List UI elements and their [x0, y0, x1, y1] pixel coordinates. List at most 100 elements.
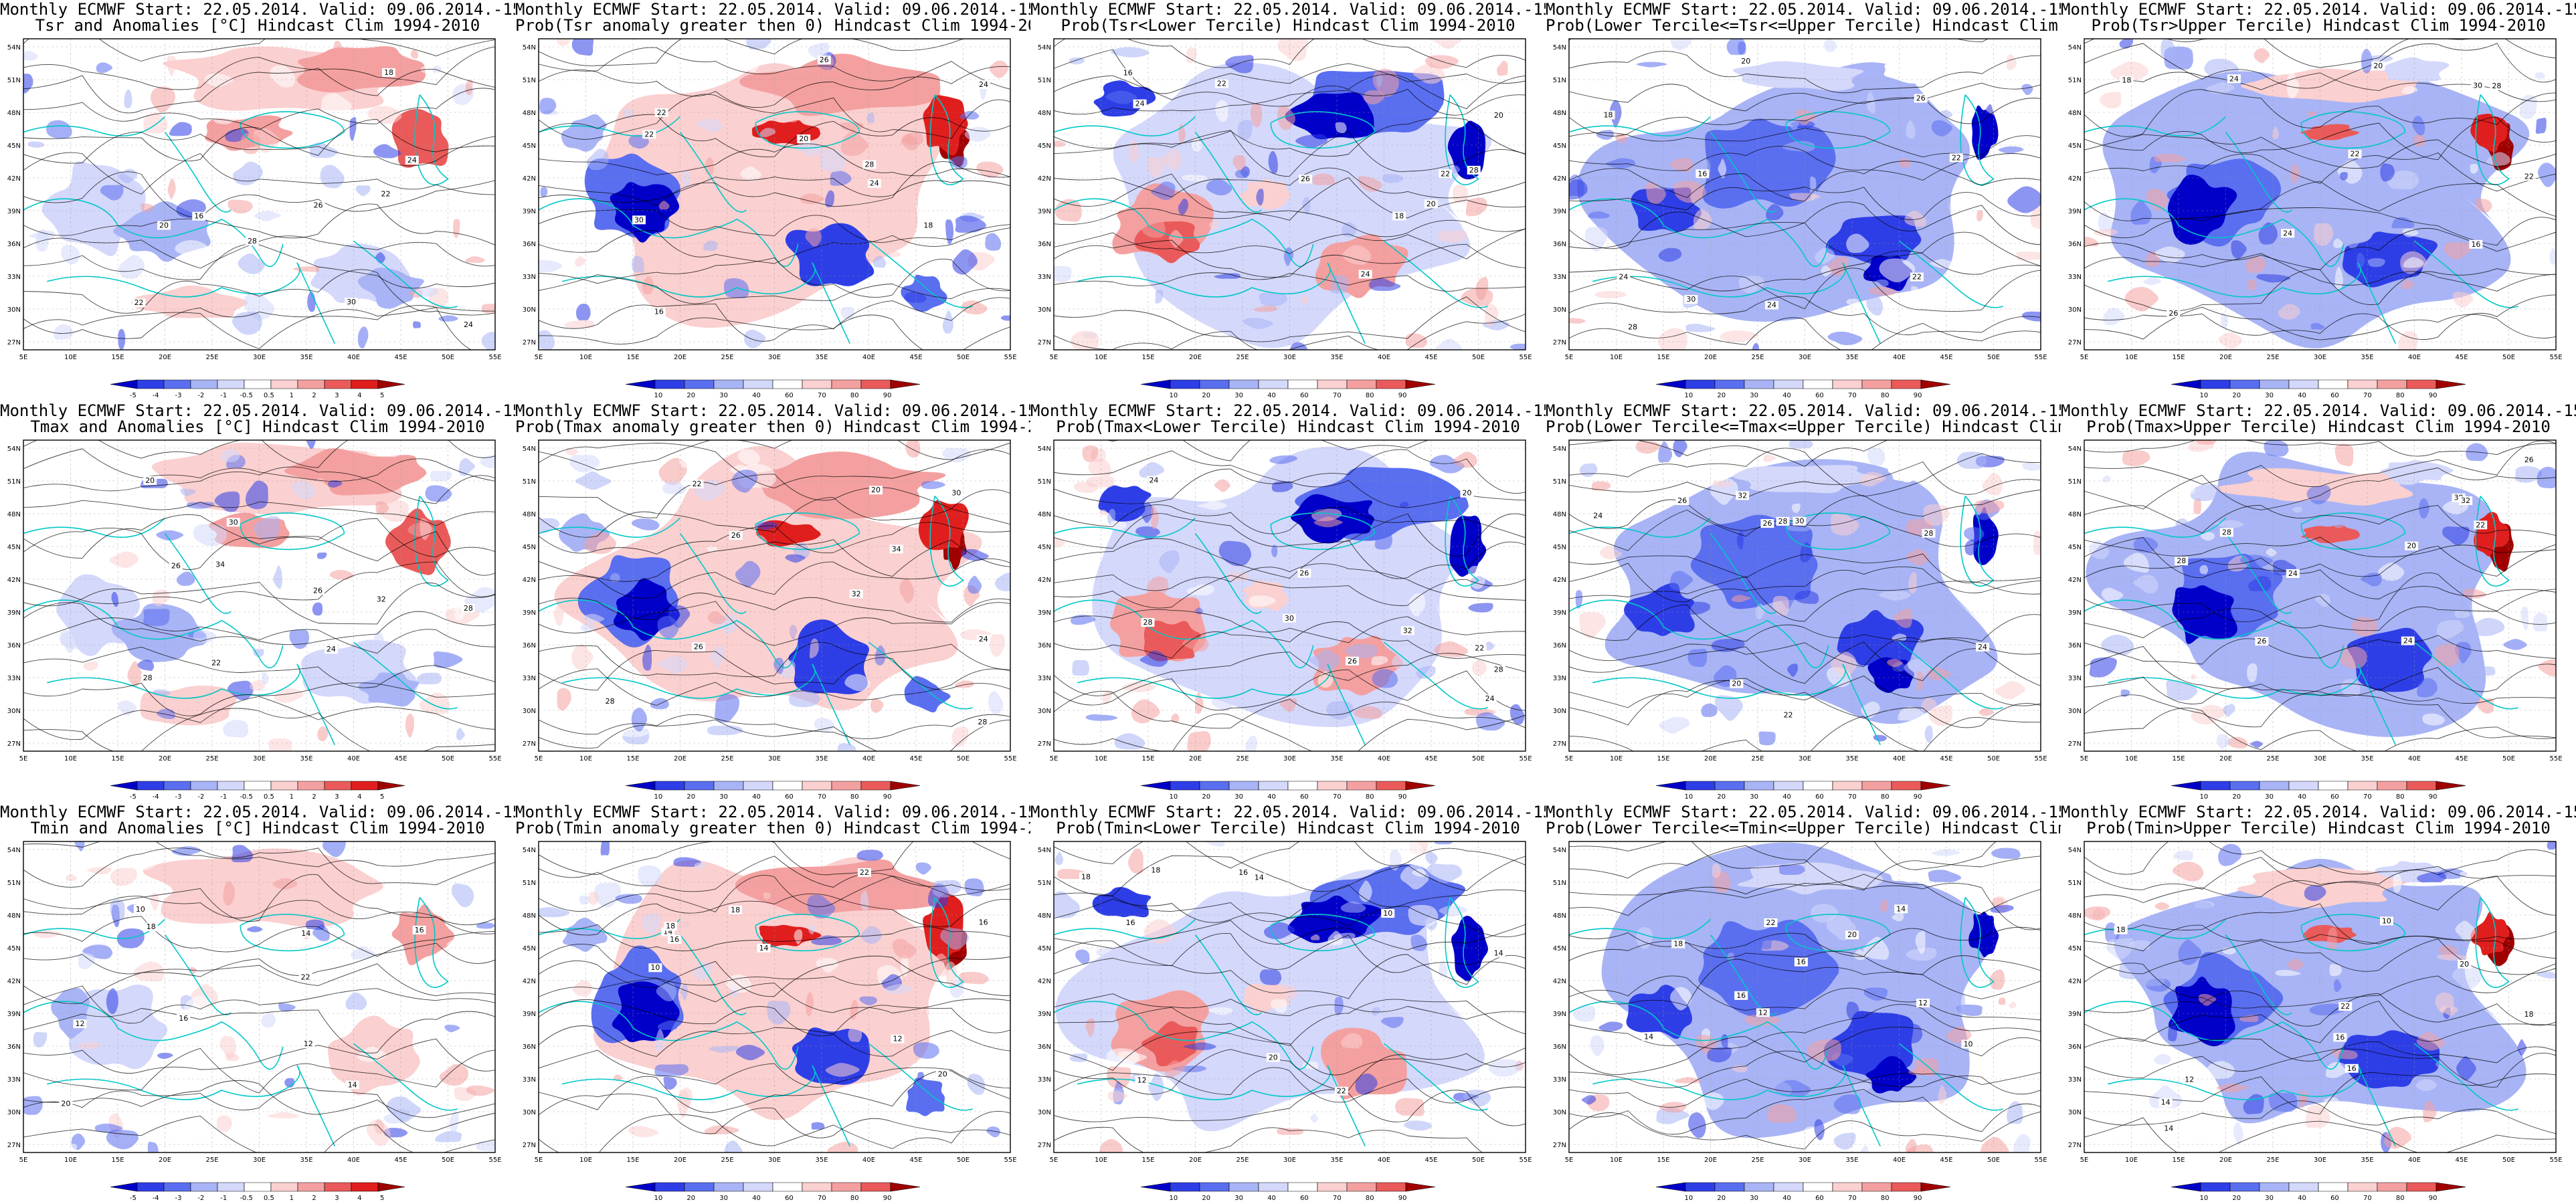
field-speckle: [1380, 1017, 1404, 1029]
colorbar-swatch: [1170, 379, 1200, 389]
field-speckle: [2339, 646, 2367, 669]
field-speckle: [932, 880, 963, 898]
field-speckle: [1791, 503, 1801, 514]
field-speckle: [2533, 613, 2548, 631]
contour-label: 26: [1677, 496, 1687, 505]
latitude-tick-label: 36N: [1038, 241, 1051, 248]
longitude-tick-label: 50E: [957, 1157, 970, 1164]
latitude-tick-label: 51N: [523, 478, 536, 486]
field-speckle: [476, 922, 495, 929]
longitude-tick-label: 20E: [2219, 1157, 2232, 1164]
field-speckle: [840, 130, 870, 157]
field-speckle: [111, 591, 119, 607]
coastline: [23, 517, 166, 538]
latitude-tick-label: 54N: [523, 445, 536, 453]
field-speckle: [2193, 498, 2201, 514]
colorbar-swatch: [2377, 379, 2407, 389]
field-speckle: [1069, 57, 1086, 65]
field-speckle: [2218, 332, 2243, 349]
field-speckle: [618, 728, 650, 737]
field-speckle: [1658, 328, 1687, 350]
contour-label: 14: [759, 944, 769, 952]
map-frame: [2084, 38, 2557, 350]
field-speckle: [2084, 1050, 2110, 1060]
field-speckle: [1600, 546, 1624, 560]
contour-label: 18: [147, 922, 156, 931]
field-speckle: [2154, 1054, 2171, 1065]
field-speckle: [2175, 518, 2192, 537]
field-speckle: [1256, 188, 1264, 206]
coastline: [539, 517, 681, 538]
colorbar-swatch: [2435, 379, 2466, 389]
colorbar-swatch: [654, 781, 685, 791]
contour-label: 22: [1475, 643, 1484, 652]
isotherm-contour: [23, 985, 495, 1024]
field-speckle: [901, 134, 919, 150]
longitude-tick-label: 20E: [2219, 755, 2232, 763]
field-speckle: [746, 39, 773, 49]
colorbar-tick-label: 30: [1234, 1195, 1243, 1202]
colorbar-tick-label: 70: [818, 793, 826, 801]
field-speckle: [1372, 1007, 1382, 1016]
field-region: [1449, 515, 1488, 577]
field-speckle: [1271, 999, 1287, 1013]
field-speckle: [600, 841, 610, 856]
field-speckle: [1206, 841, 1225, 847]
field-speckle: [2384, 1126, 2413, 1149]
isotherm-contour: [1054, 1126, 1483, 1152]
latitude-tick-label: 54N: [7, 445, 21, 453]
coastline: [2084, 116, 2227, 136]
panel-title-line1: Monthly ECMWF Start: 22.05.2014. Valid: …: [0, 401, 610, 420]
colorbar-tick-label: 20: [1202, 1195, 1210, 1202]
latitude-tick-label: 39N: [1038, 208, 1051, 215]
field-speckle: [267, 1112, 300, 1119]
contour-label: 32: [1738, 491, 1747, 500]
latitude-tick-label: 48N: [1553, 511, 1566, 518]
longitude-tick-label: 10E: [579, 755, 592, 763]
field-speckle: [2436, 954, 2470, 961]
latitude-tick-label: 51N: [523, 77, 536, 84]
field-speckle: [1163, 148, 1182, 171]
field-speckle: [678, 455, 701, 470]
field-speckle: [2033, 530, 2041, 555]
coastline: [240, 914, 345, 952]
field-speckle: [1898, 706, 1926, 721]
field-speckle: [961, 300, 989, 315]
longitude-tick-label: 30E: [768, 755, 781, 763]
longitude-tick-label: 50E: [1987, 755, 2000, 763]
field-speckle: [709, 1045, 743, 1053]
contour-label: 26: [1762, 519, 1772, 528]
field-speckle: [1727, 952, 1734, 961]
coastline: [353, 641, 458, 710]
longitude-tick-label: 40E: [347, 354, 360, 361]
colorbar-swatch: [684, 1182, 715, 1192]
longitude-tick-label: 55E: [2034, 1157, 2047, 1164]
longitude-tick-label: 15E: [111, 755, 124, 763]
longitude-tick-label: 5E: [535, 1157, 543, 1164]
field-speckle: [268, 738, 292, 751]
coastline: [1270, 111, 1376, 149]
longitude-tick-label: 45E: [2455, 755, 2468, 763]
longitude-tick-label: 55E: [2549, 354, 2562, 361]
latitude-tick-label: 51N: [2068, 880, 2082, 887]
field-speckle: [2393, 100, 2409, 114]
field-speckle: [985, 233, 1002, 251]
field-speckle: [232, 845, 254, 863]
field-speckle: [2249, 740, 2264, 748]
isotherm-contour: [1054, 513, 1526, 557]
colorbar-swatch: [190, 379, 218, 389]
field-region: [1240, 179, 1293, 210]
longitude-tick-label: 20E: [1189, 1157, 1202, 1164]
isotherm-contour: [2084, 440, 2556, 488]
colorbar-tick-label: 30: [719, 392, 728, 399]
field-speckle: [1483, 641, 1495, 651]
panel-title-line1: Monthly ECMWF Start: 22.05.2014. Valid: …: [0, 803, 610, 821]
longitude-tick-label: 55E: [488, 354, 501, 361]
contour-label: 24: [2229, 74, 2239, 83]
isotherm-contour: [23, 696, 495, 740]
field-speckle: [1159, 550, 1180, 573]
field-speckle: [902, 157, 914, 166]
colorbar-tick-label: 40: [2298, 793, 2306, 801]
field-speckle: [2440, 1006, 2458, 1016]
field-speckle: [1489, 1059, 1524, 1077]
